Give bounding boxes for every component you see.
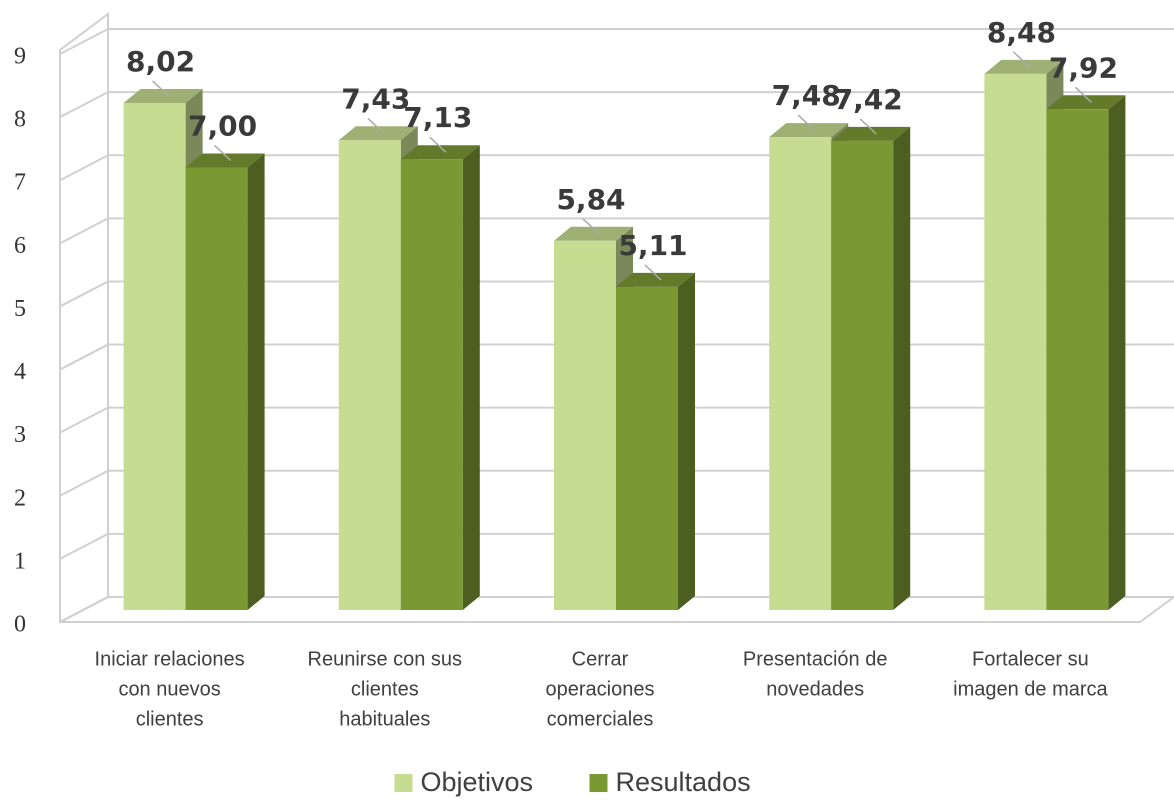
data-label: 8,48 [987, 16, 1056, 49]
bar-side [462, 145, 480, 610]
x-tick-label: comerciales [547, 708, 654, 730]
y-tick-label: 8 [14, 107, 26, 133]
bar-front [554, 240, 616, 610]
bar-side [1108, 95, 1126, 610]
grid-line [59, 28, 1174, 55]
data-label: 5,11 [618, 229, 687, 262]
bar [185, 153, 265, 610]
y-tick-label: 9 [14, 44, 26, 70]
y-tick-label: 0 [14, 612, 26, 638]
x-tick-label: imagen de marca [953, 678, 1108, 700]
bar-front [185, 167, 248, 610]
bar-top [554, 226, 633, 241]
y-tick-label: 7 [14, 170, 26, 196]
y-tick-label: 4 [14, 359, 26, 385]
leader-line [429, 136, 447, 153]
x-tick-label: con nuevos [118, 678, 220, 700]
legend-label: Objetivos [421, 767, 534, 797]
bar-top [1046, 95, 1126, 110]
bar-top [185, 153, 265, 168]
legend-swatch [589, 774, 608, 792]
bar-top [123, 88, 203, 103]
leader-line [1074, 86, 1092, 103]
legend-label: Resultados [616, 767, 751, 797]
bar-top [831, 126, 911, 141]
bar-top [616, 272, 695, 287]
bar-front [831, 140, 894, 610]
bar [831, 126, 911, 610]
leader-line [644, 264, 662, 281]
leader-line [859, 118, 877, 135]
data-label: 7,13 [403, 101, 472, 134]
data-label: 7,42 [834, 83, 903, 116]
data-label: 5,84 [556, 183, 625, 216]
bar-front [338, 140, 401, 610]
x-tick-label: habituales [339, 708, 430, 730]
y-tick-label: 3 [14, 422, 26, 448]
bar [616, 272, 695, 610]
bar-front [400, 159, 463, 610]
x-tick-label: clientes [351, 678, 419, 700]
y-tick-label: 6 [14, 233, 26, 259]
legend-swatch [394, 774, 413, 792]
x-tick-label: Iniciar relaciones [95, 648, 245, 670]
leader-line [367, 117, 385, 134]
leader-line [214, 144, 232, 161]
x-tick-label: Reunirse con sus [308, 648, 463, 670]
y-tick-label: 1 [14, 548, 26, 574]
bar-top [984, 59, 1064, 74]
bar-top [338, 126, 418, 141]
bar-front [123, 102, 186, 611]
data-label: 7,00 [188, 109, 257, 142]
data-label: 8,02 [126, 45, 195, 78]
x-tick-label: operaciones [546, 678, 655, 700]
bar-front [769, 137, 832, 610]
data-label: 7,48 [772, 79, 841, 112]
x-tick-label: clientes [136, 708, 204, 730]
data-label: 7,43 [341, 82, 410, 115]
y-tick-label: 2 [14, 485, 26, 511]
bar-front [616, 286, 678, 610]
leader-line [797, 114, 815, 131]
leader-line [582, 218, 600, 235]
x-tick-label: Fortalecer su [972, 648, 1089, 670]
bar-front [984, 73, 1047, 611]
bar [1046, 95, 1126, 610]
bar-top [400, 145, 480, 160]
grid-line [59, 91, 1174, 118]
bar [400, 145, 480, 610]
bar-front [1046, 109, 1109, 610]
bar-side [893, 126, 911, 610]
leader-line [152, 80, 170, 97]
data-label: 7,92 [1049, 51, 1118, 84]
x-tick-label: novedades [766, 678, 864, 700]
x-tick-label: Cerrar [572, 648, 629, 670]
bar-top [769, 123, 849, 138]
bar [769, 123, 849, 610]
x-tick-label: Presentación de [743, 648, 888, 670]
y-tick-label: 5 [14, 296, 26, 322]
bar-side [678, 272, 695, 610]
leader-line [1012, 51, 1030, 68]
bar-side [247, 153, 265, 610]
